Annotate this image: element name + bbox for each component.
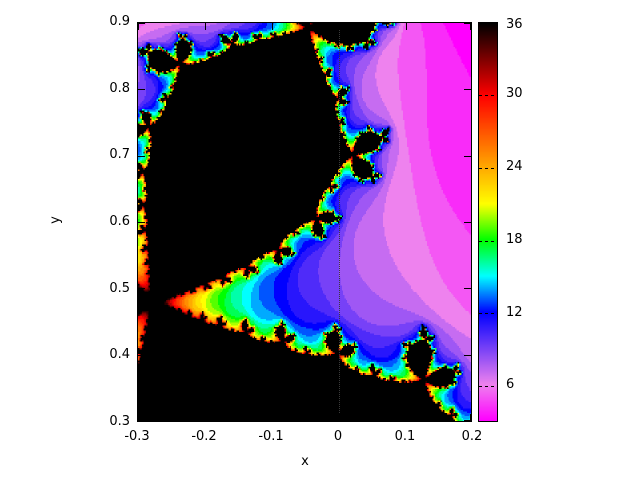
y-tick-mark: [138, 23, 145, 24]
zero-axis-dotted-line: [339, 23, 340, 421]
y-tick-mark: [138, 222, 145, 223]
y-tick-mark-right: [464, 156, 471, 157]
x-tick-mark-top: [406, 23, 407, 30]
plot-area: [137, 22, 472, 422]
y-tick-mark-right: [464, 420, 471, 421]
x-tick-label: -0.3: [124, 429, 150, 444]
y-tick-label: 0.3: [109, 414, 130, 429]
y-tick-label: 0.8: [109, 81, 130, 96]
y-tick-label: 0.9: [109, 14, 130, 29]
y-tick-label: 0.4: [109, 347, 130, 362]
colorbar-tick-dash: [479, 313, 497, 314]
x-tick-mark-top: [138, 23, 139, 30]
y-tick-mark-right: [464, 288, 471, 289]
colorbar-tick-label: 18: [506, 232, 523, 247]
x-tick-mark: [339, 414, 340, 421]
colorbar-tick-label: 30: [506, 86, 523, 101]
colorbar-tick-dash: [479, 386, 497, 387]
colorbar: [478, 22, 498, 422]
x-tick-mark-top: [272, 23, 273, 30]
y-tick-label: 0.6: [109, 214, 130, 229]
fractal-heatmap-canvas: [138, 23, 471, 421]
x-tick-label: -0.1: [258, 429, 284, 444]
y-tick-mark: [138, 288, 145, 289]
colorbar-tick-label: 24: [506, 159, 523, 174]
colorbar-tick-dash: [479, 95, 497, 96]
x-tick-label: 0: [333, 429, 343, 444]
x-tick-label: 0.1: [394, 429, 416, 444]
y-tick-label: 0.7: [109, 147, 130, 162]
colorbar-tick-dash: [479, 168, 497, 169]
y-tick-mark-right: [464, 222, 471, 223]
x-axis-title: x: [301, 454, 309, 469]
x-tick-mark-top: [205, 23, 206, 30]
colorbar-tick-dash: [479, 241, 497, 242]
x-tick-mark: [470, 414, 471, 421]
colorbar-tick-label: 6: [506, 377, 515, 392]
x-tick-mark-top: [470, 23, 471, 30]
colorbar-tick-label: 36: [506, 17, 523, 32]
x-tick-mark: [406, 414, 407, 421]
y-tick-mark: [138, 420, 145, 421]
x-tick-label: 0.2: [461, 429, 483, 444]
y-tick-mark-right: [464, 355, 471, 356]
y-axis-title: y: [48, 216, 63, 224]
y-tick-mark: [138, 156, 145, 157]
x-tick-mark: [138, 414, 139, 421]
y-tick-mark-right: [464, 23, 471, 24]
x-tick-mark: [205, 414, 206, 421]
colorbar-gradient-canvas: [479, 23, 497, 421]
y-tick-label: 0.5: [109, 281, 130, 296]
x-tick-mark-top: [339, 23, 340, 30]
y-tick-mark: [138, 89, 145, 90]
y-tick-mark: [138, 355, 145, 356]
colorbar-tick-label: 12: [506, 305, 523, 320]
x-tick-mark: [272, 414, 273, 421]
x-tick-label: -0.2: [191, 429, 217, 444]
y-tick-mark-right: [464, 89, 471, 90]
